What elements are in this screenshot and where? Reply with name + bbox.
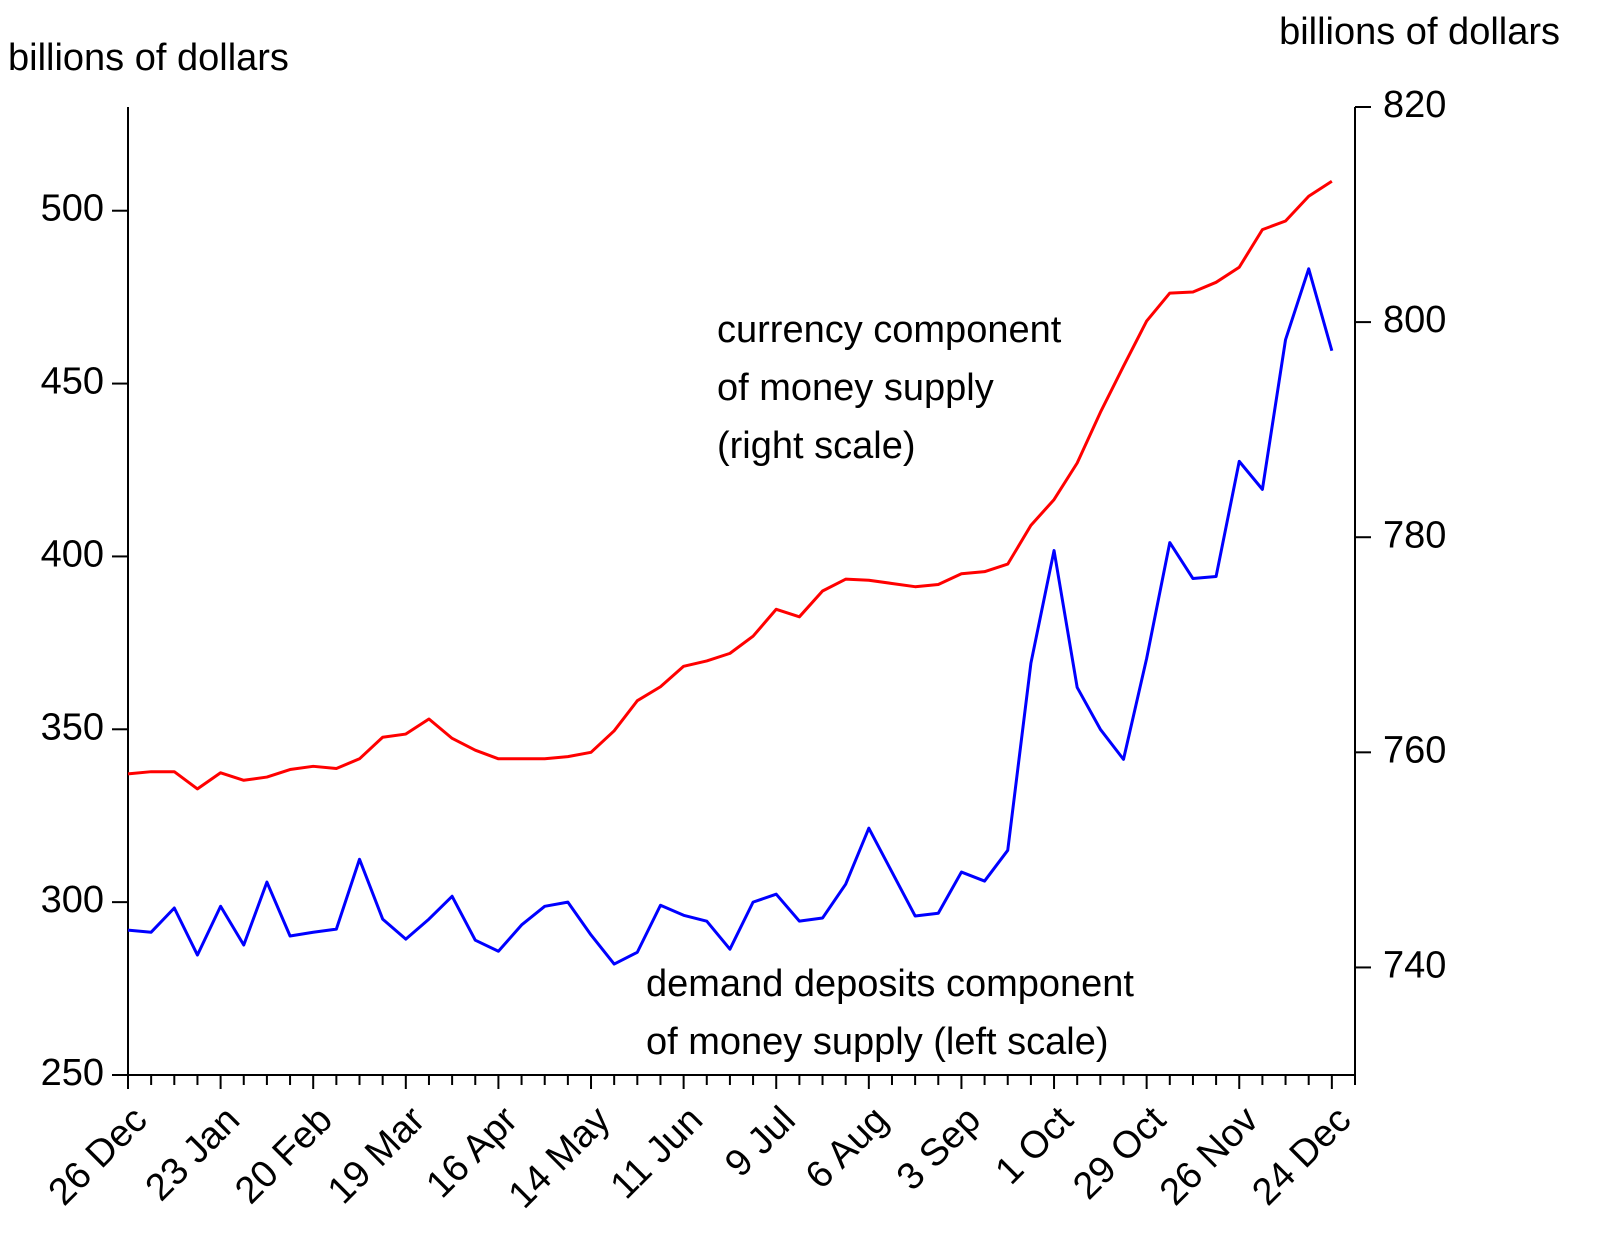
annotation: currency component bbox=[717, 309, 1062, 351]
series-line bbox=[127, 267, 1334, 966]
x-tick-label: 6 Aug bbox=[798, 1099, 896, 1197]
y2-tick-label: 760 bbox=[1383, 729, 1446, 771]
x-tick-label: 24 Dec bbox=[1244, 1099, 1359, 1214]
x-tick-label: 19 Mar bbox=[320, 1099, 434, 1213]
y-tick-label: 300 bbox=[41, 879, 104, 921]
y2-tick-label: 740 bbox=[1383, 944, 1446, 986]
y-tick-label: 350 bbox=[41, 706, 104, 748]
x-tick-label: 23 Jan bbox=[138, 1099, 248, 1209]
y-tick-label: 450 bbox=[41, 361, 104, 403]
y2-axis-label: billions of dollars bbox=[1279, 11, 1560, 53]
y2-tick-label: 820 bbox=[1383, 84, 1446, 126]
annotation: demand deposits component bbox=[646, 963, 1134, 1005]
y2-tick-label: 780 bbox=[1383, 514, 1446, 556]
y-tick-label: 500 bbox=[41, 188, 104, 230]
series-line bbox=[127, 179, 1333, 791]
x-tick-label: 9 Jul bbox=[717, 1099, 803, 1185]
y2-tick-label: 800 bbox=[1383, 299, 1446, 341]
annotation: (right scale) bbox=[717, 425, 916, 467]
y-tick-label: 400 bbox=[41, 533, 104, 575]
x-tick-label: 26 Dec bbox=[41, 1099, 156, 1214]
y-tick-label: 250 bbox=[41, 1052, 104, 1094]
x-tick-label: 26 Nov bbox=[1152, 1099, 1267, 1214]
y-axis-label: billions of dollars bbox=[8, 37, 289, 79]
x-tick-label: 14 May bbox=[501, 1099, 619, 1217]
x-tick-label: 3 Sep bbox=[889, 1099, 989, 1199]
annotation: of money supply (left scale) bbox=[646, 1021, 1109, 1063]
x-tick-label: 20 Feb bbox=[227, 1099, 340, 1212]
x-tick-label: 11 Jun bbox=[603, 1099, 711, 1207]
annotation: of money supply bbox=[717, 367, 994, 409]
